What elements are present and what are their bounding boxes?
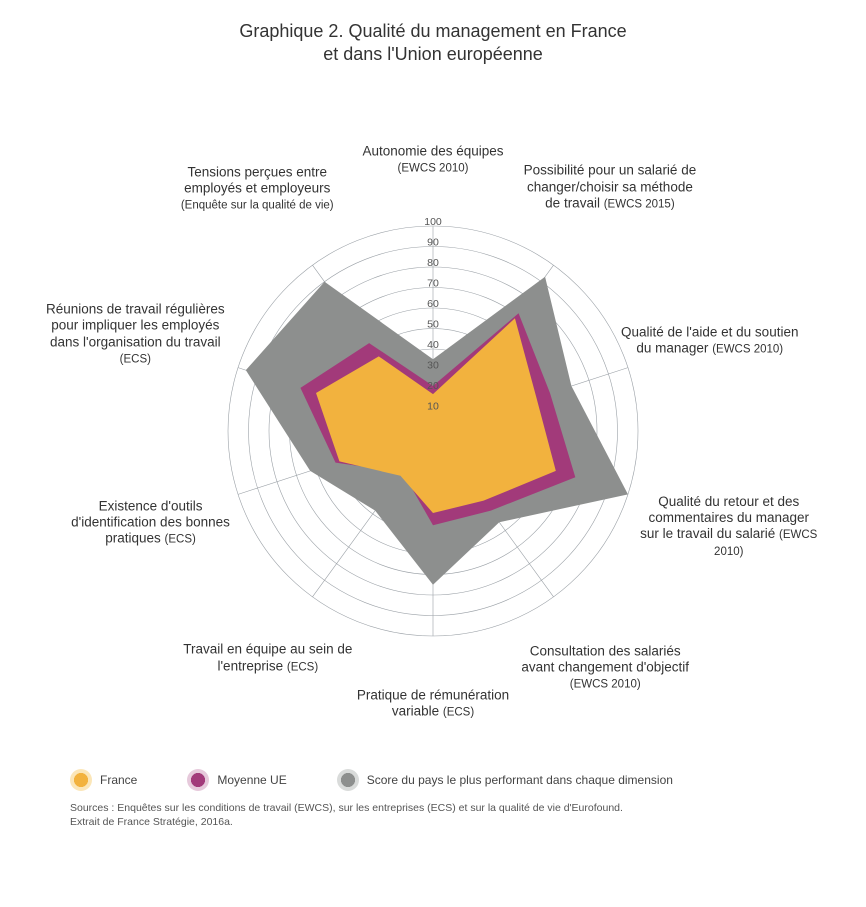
legend-label: France xyxy=(100,773,137,787)
axis-label-source: (EWCS 2010) xyxy=(570,679,641,691)
axis-label-source: (ECS) xyxy=(165,534,196,546)
axis-label: Existence d'outils d'identification des … xyxy=(61,498,241,547)
axis-label: Pratique de rémunération variable (ECS) xyxy=(343,688,523,721)
legend-item: France xyxy=(70,769,137,791)
axis-label: Qualité du retour et des commentaires du… xyxy=(639,494,819,560)
axis-label: Travail en équipe au sein de l'entrepris… xyxy=(178,642,358,675)
sources: Sources : Enquêtes sur les conditions de… xyxy=(70,801,826,829)
ring-label: 100 xyxy=(424,216,442,228)
axis-label-main: Tensions perçues entre employés et emplo… xyxy=(184,165,330,196)
chart-title: Graphique 2. Qualité du management en Fr… xyxy=(40,20,826,65)
legend-swatch xyxy=(337,769,359,791)
ring-label: 40 xyxy=(427,339,439,351)
sources-line-1: Sources : Enquêtes sur les conditions de… xyxy=(70,802,623,814)
legend-swatch xyxy=(70,769,92,791)
legend-label: Moyenne UE xyxy=(217,773,286,787)
axis-label-source: (ECS) xyxy=(443,707,474,719)
ring-label: 50 xyxy=(427,319,439,331)
page: Graphique 2. Qualité du management en Fr… xyxy=(0,0,866,907)
axis-label-main: Consultation des salariés avant changeme… xyxy=(521,643,689,674)
radar-chart: 10 20 30 40 50 60 70 80 90 100 Autonomie des équi… xyxy=(40,71,826,751)
ring-label: 90 xyxy=(427,237,439,249)
title-line-1: Graphique 2. Qualité du management en Fr… xyxy=(239,21,626,41)
axis-label-source: (ECS) xyxy=(120,353,151,365)
axis-label: Qualité de l'aide et du soutien du manag… xyxy=(620,325,800,358)
sources-line-2: Extrait de France Stratégie, 2016a. xyxy=(70,816,233,828)
title-line-2: et dans l'Union européenne xyxy=(323,44,543,64)
legend-label: Score du pays le plus performant dans ch… xyxy=(367,773,673,787)
legend-item: Moyenne UE xyxy=(187,769,286,791)
axis-label: Consultation des salariés avant changeme… xyxy=(515,643,695,692)
axis-label: Tensions perçues entre employés et emplo… xyxy=(167,165,347,214)
ring-label: 80 xyxy=(427,257,439,269)
axis-label-main: Autonomie des équipes xyxy=(362,144,503,159)
axis-label-source: (Enquête sur la qualité de vie) xyxy=(181,200,334,212)
axis-label-main: Réunions de travail régulières pour impl… xyxy=(46,302,225,349)
axis-label: Autonomie des équipes (EWCS 2010) xyxy=(343,144,523,177)
axis-label-main: Existence d'outils d'identification des … xyxy=(71,498,230,545)
axis-label-main: Travail en équipe au sein de l'entrepris… xyxy=(183,642,352,673)
axis-label-source: (ECS) xyxy=(287,661,318,673)
axis-label-source: (EWCS 2010) xyxy=(398,163,469,175)
legend-swatch xyxy=(187,769,209,791)
legend: France Moyenne UE Score du pays le plus pe… xyxy=(70,769,826,791)
ring-label: 60 xyxy=(427,298,439,310)
ring-label: 70 xyxy=(427,278,439,290)
legend-item: Score du pays le plus performant dans ch… xyxy=(337,769,673,791)
axis-label: Possibilité pour un salarié de changer/c… xyxy=(520,163,700,212)
axis-label: Réunions de travail régulières pour impl… xyxy=(45,302,225,367)
ring-label: 20 xyxy=(427,380,439,392)
axis-label-main: Pratique de rémunération variable xyxy=(357,688,509,719)
axis-label-source: (EWCS 2010) xyxy=(712,344,783,356)
axis-label-source: (EWCS 2015) xyxy=(604,198,675,210)
ring-label: 30 xyxy=(427,360,439,372)
ring-label: 10 xyxy=(427,401,439,413)
